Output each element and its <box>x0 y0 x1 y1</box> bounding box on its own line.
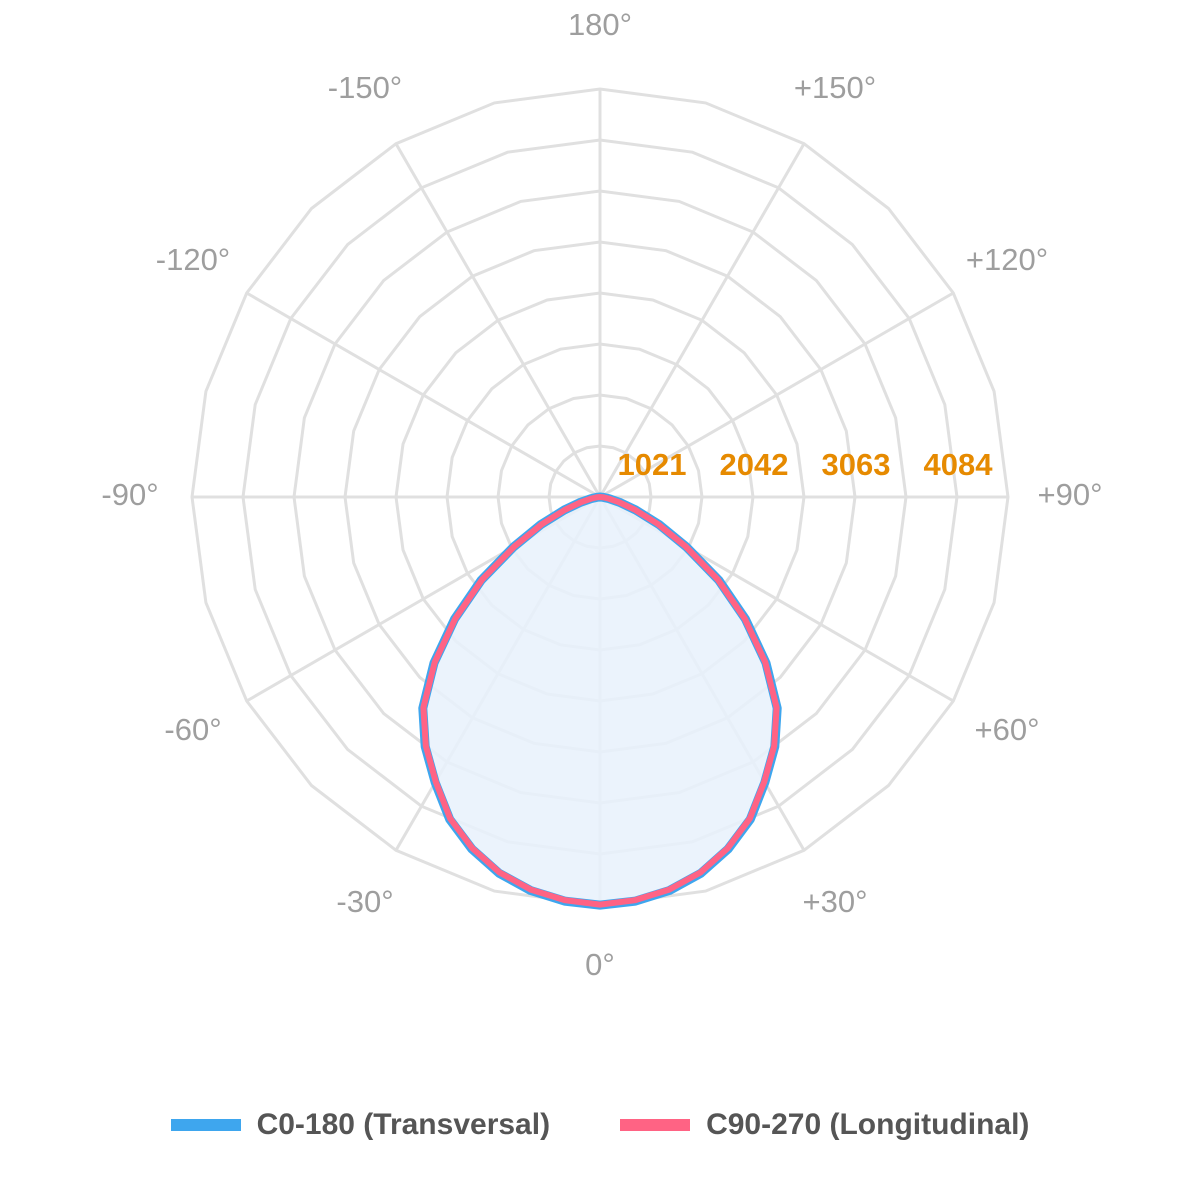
radial-tick-label: 1021 <box>618 447 687 482</box>
legend: C0-180 (Transversal) C90-270 (Longitudin… <box>0 1103 1200 1147</box>
angle-label: 0° <box>585 947 615 982</box>
angle-label: -120° <box>156 242 230 277</box>
angle-label: +150° <box>794 70 876 105</box>
angle-label: +30° <box>803 884 868 919</box>
legend-label-longitudinal: C90-270 (Longitudinal) <box>706 1108 1030 1141</box>
radial-tick-label: 2042 <box>720 447 789 482</box>
grid-spoke <box>394 142 602 498</box>
legend-swatch-transversal <box>170 1119 241 1131</box>
legend-item-transversal[interactable]: C0-180 (Transversal) <box>170 1108 551 1142</box>
grid-spoke <box>245 291 601 499</box>
radial-tick-label: 4084 <box>924 447 994 482</box>
grid-spoke <box>598 142 806 498</box>
angle-label: 180° <box>568 7 632 42</box>
legend-label-transversal: C0-180 (Transversal) <box>256 1108 551 1141</box>
angle-label: -150° <box>328 70 402 105</box>
angle-label: +90° <box>1038 477 1103 512</box>
angle-label: +60° <box>975 712 1040 747</box>
angle-label: +120° <box>966 242 1048 277</box>
series-c90-270-longitudinal <box>420 494 780 908</box>
series-c0-180-transversal <box>418 492 782 910</box>
legend-swatch-longitudinal <box>620 1119 691 1131</box>
angle-label: -30° <box>336 884 393 919</box>
angle-label: -60° <box>164 712 221 747</box>
legend-item-longitudinal[interactable]: C90-270 (Longitudinal) <box>620 1108 1029 1142</box>
grid-spoke <box>599 291 955 499</box>
series-layer <box>418 492 782 910</box>
radial-tick-label: 3063 <box>822 447 891 482</box>
angle-labels: 0° +30° +60° +90° +120° +150° 180° -150° -120° -9… <box>101 7 1102 982</box>
radial-tick-labels: 1021 2042 3063 4084 <box>618 447 994 482</box>
angle-label: -90° <box>101 477 158 512</box>
